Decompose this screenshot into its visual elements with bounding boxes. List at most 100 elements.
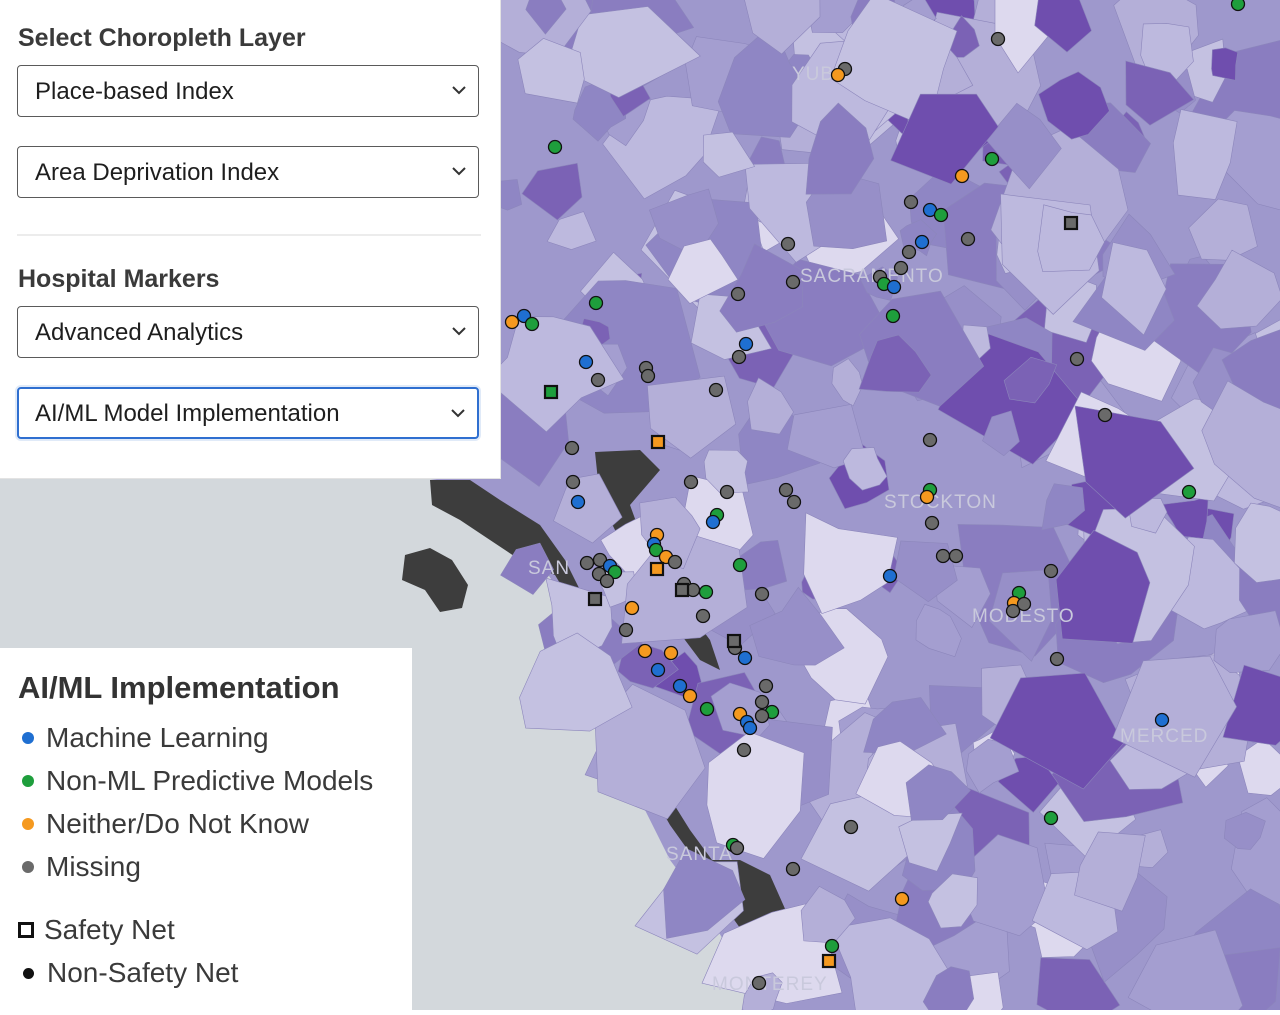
hospital-marker[interactable] xyxy=(624,600,640,616)
hospital-marker[interactable] xyxy=(830,67,846,83)
hospital-marker[interactable] xyxy=(731,349,747,365)
hospital-marker[interactable] xyxy=(933,207,949,223)
hospital-marker[interactable] xyxy=(637,643,653,659)
hospital-marker[interactable] xyxy=(742,720,758,736)
hospital-marker[interactable] xyxy=(922,432,938,448)
hospital-marker[interactable] xyxy=(948,548,964,564)
census-tract xyxy=(703,449,749,494)
hospital-marker[interactable] xyxy=(754,586,770,602)
hospital-marker[interactable] xyxy=(736,742,752,758)
hospital-marker[interactable] xyxy=(590,372,606,388)
hospital-marker[interactable] xyxy=(894,891,910,907)
hospital-marker[interactable] xyxy=(919,489,935,505)
hospital-marker[interactable] xyxy=(672,678,688,694)
hospital-marker[interactable] xyxy=(954,168,970,184)
hospital-marker[interactable] xyxy=(695,608,711,624)
hospital-marker[interactable] xyxy=(935,548,951,564)
hospital-marker[interactable] xyxy=(570,494,586,510)
hospital-marker[interactable] xyxy=(960,231,976,247)
hospital-marker[interactable] xyxy=(882,568,898,584)
safety-net-hospital-marker[interactable] xyxy=(821,953,837,969)
marker-category-select[interactable]: Advanced Analytics xyxy=(17,306,479,358)
hospital-marker[interactable] xyxy=(705,514,721,530)
hospital-marker[interactable] xyxy=(682,688,698,704)
hospital-marker[interactable] xyxy=(699,701,715,717)
census-tract xyxy=(842,447,888,491)
choropleth-index-select[interactable]: Area Deprivation Index xyxy=(17,146,479,198)
hospital-marker[interactable] xyxy=(640,368,656,384)
hospital-marker[interactable] xyxy=(886,279,902,295)
safety-net-hospital-marker[interactable] xyxy=(649,561,665,577)
hospital-marker[interactable] xyxy=(738,336,754,352)
hospital-marker[interactable] xyxy=(730,286,746,302)
hospital-marker[interactable] xyxy=(1154,712,1170,728)
hospital-marker[interactable] xyxy=(903,194,919,210)
hospital-marker[interactable] xyxy=(1069,351,1085,367)
map-place-label: SANTA xyxy=(666,844,733,865)
safety-net-hospital-marker[interactable] xyxy=(1063,215,1079,231)
hospital-marker[interactable] xyxy=(1097,407,1113,423)
hospital-marker[interactable] xyxy=(504,314,520,330)
census-tract xyxy=(1127,929,1243,1015)
hospital-marker[interactable] xyxy=(924,515,940,531)
safety-net-hospital-marker[interactable] xyxy=(543,384,559,400)
hospital-marker[interactable] xyxy=(732,557,748,573)
hospital-marker[interactable] xyxy=(663,645,679,661)
hospital-marker[interactable] xyxy=(754,694,770,710)
hospital-marker[interactable] xyxy=(758,678,774,694)
hospital-marker[interactable] xyxy=(785,274,801,290)
hospital-marker[interactable] xyxy=(719,484,735,500)
hospital-marker[interactable] xyxy=(547,139,563,155)
hospital-marker[interactable] xyxy=(885,308,901,324)
hospital-marker[interactable] xyxy=(578,354,594,370)
hospital-marker[interactable] xyxy=(893,260,909,276)
hospital-marker[interactable] xyxy=(901,244,917,260)
hospital-marker[interactable] xyxy=(650,662,666,678)
hospital-marker[interactable] xyxy=(1181,484,1197,500)
hospital-marker[interactable] xyxy=(785,861,801,877)
safety-net-hospital-marker[interactable] xyxy=(674,582,690,598)
safety-net-hospital-marker[interactable] xyxy=(587,591,603,607)
hospital-marker[interactable] xyxy=(1043,810,1059,826)
hospital-marker[interactable] xyxy=(1230,0,1246,12)
hospital-marker[interactable] xyxy=(843,819,859,835)
hospital-marker[interactable] xyxy=(648,542,664,558)
hospital-marker[interactable] xyxy=(778,482,794,498)
choropleth-category-select[interactable]: Place-based Index xyxy=(17,65,479,117)
hospital-marker[interactable] xyxy=(1043,563,1059,579)
hospital-marker[interactable] xyxy=(599,573,615,589)
hospital-marker[interactable] xyxy=(524,316,540,332)
hospital-marker[interactable] xyxy=(737,650,753,666)
safety-net-hospital-marker[interactable] xyxy=(726,633,742,649)
census-tract xyxy=(922,966,975,1015)
hospital-marker[interactable] xyxy=(754,708,770,724)
safety-net-hospital-marker[interactable] xyxy=(650,434,666,450)
hospital-marker[interactable] xyxy=(564,440,580,456)
hospital-marker[interactable] xyxy=(683,474,699,490)
hospital-marker[interactable] xyxy=(565,474,581,490)
hospital-marker[interactable] xyxy=(1016,596,1032,612)
hospital-marker[interactable] xyxy=(1005,603,1021,619)
hospital-marker[interactable] xyxy=(708,382,724,398)
hospital-marker[interactable] xyxy=(579,555,595,571)
hospital-marker[interactable] xyxy=(698,584,714,600)
hospital-marker[interactable] xyxy=(1049,651,1065,667)
legend-item-neither: Neither/Do Not Know xyxy=(18,806,309,842)
hospital-marker[interactable] xyxy=(751,975,767,991)
hospital-marker[interactable] xyxy=(729,840,745,856)
hospital-marker[interactable] xyxy=(780,236,796,252)
hospital-marker[interactable] xyxy=(588,295,604,311)
hospital-marker[interactable] xyxy=(824,938,840,954)
marker-metric-select[interactable]: AI/ML Model Implementation xyxy=(17,387,479,439)
census-tract xyxy=(1037,204,1105,273)
hospital-marker[interactable] xyxy=(607,564,623,580)
hospital-marker[interactable] xyxy=(667,554,683,570)
hospital-marker[interactable] xyxy=(984,151,1000,167)
hospital-marker[interactable] xyxy=(618,622,634,638)
gray-dot-icon xyxy=(22,861,34,874)
hospital-marker[interactable] xyxy=(786,494,802,510)
legend-title: AI/ML Implementation xyxy=(18,670,340,705)
hospital-marker[interactable] xyxy=(990,31,1006,47)
hospital-marker[interactable] xyxy=(914,234,930,250)
